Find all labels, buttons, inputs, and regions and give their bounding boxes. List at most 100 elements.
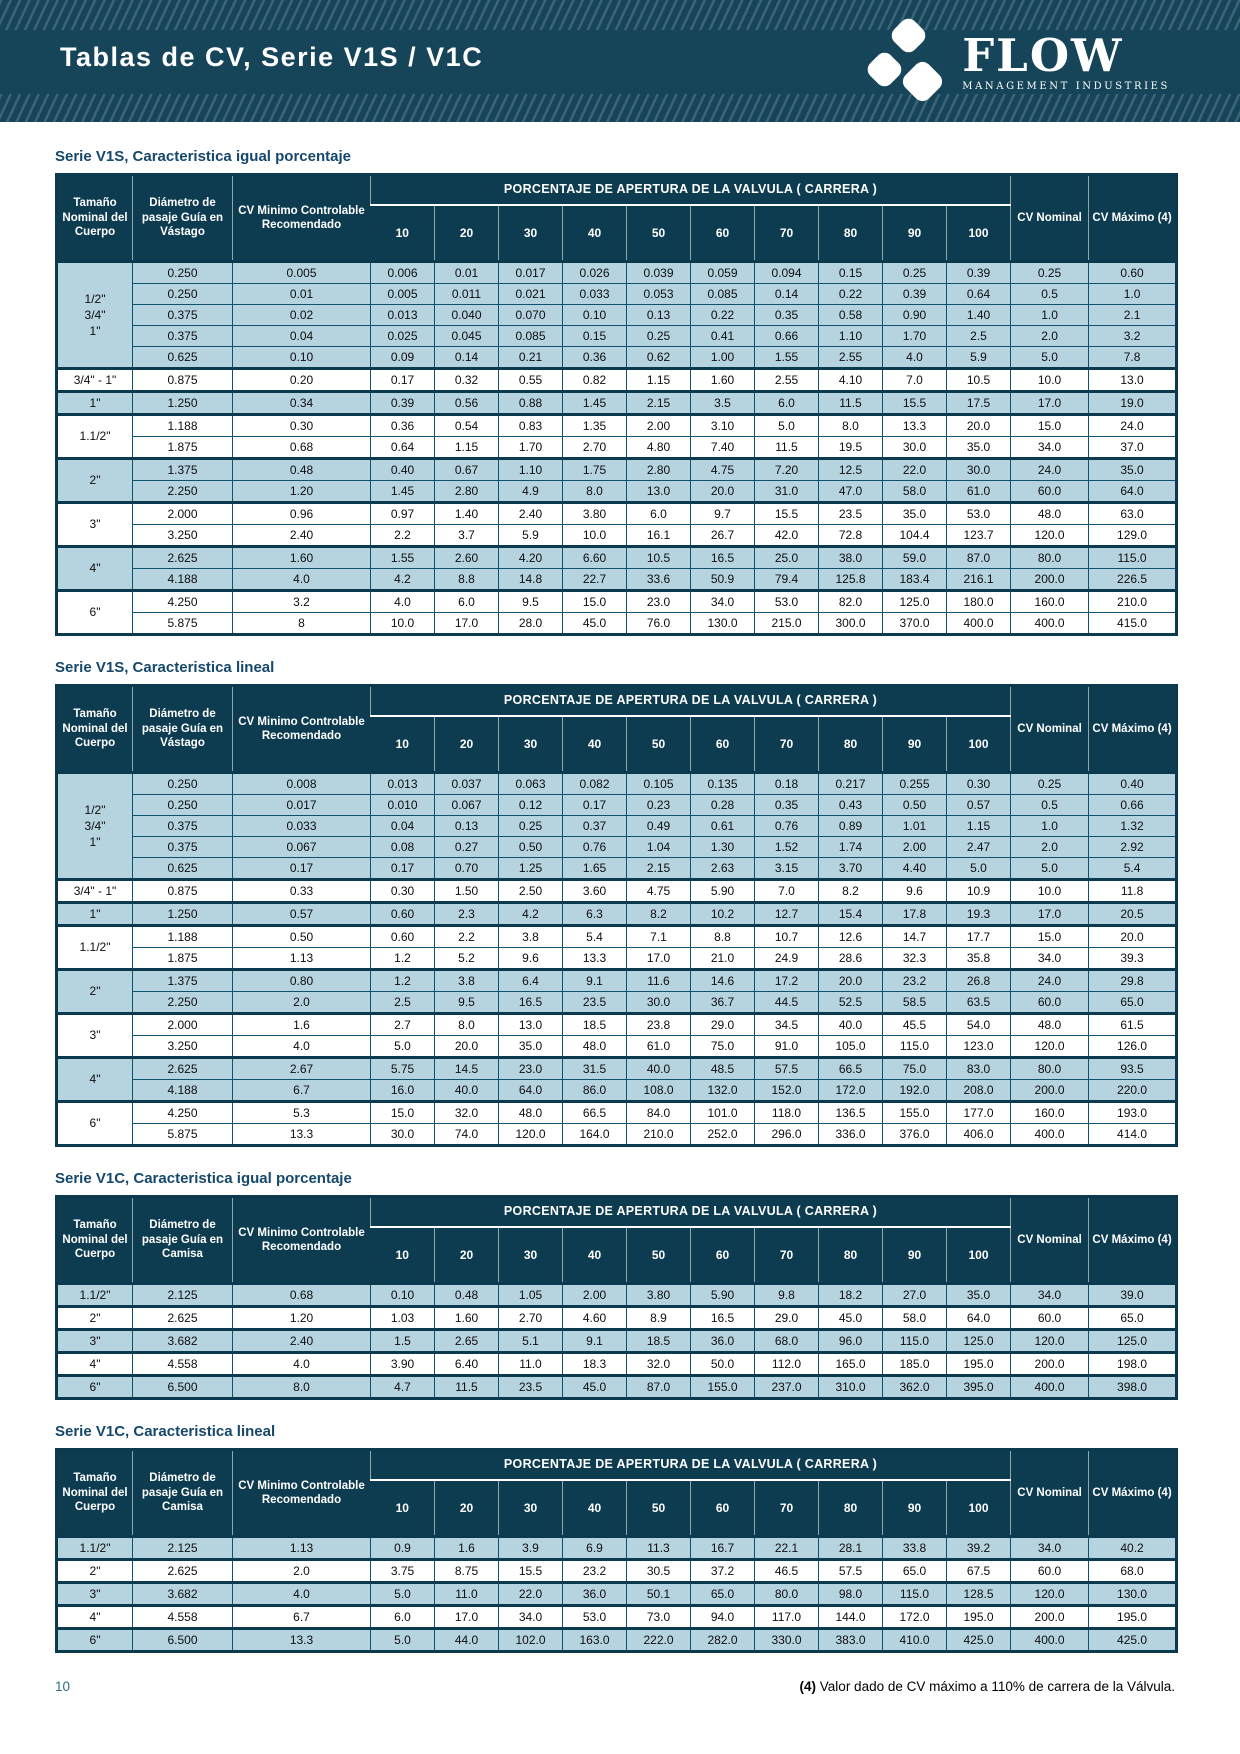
value-cell: 0.375: [132, 836, 233, 858]
value-cell: 2.0: [1010, 836, 1090, 858]
table-row: 4" 4.558 6.7 6.0 17.0 34.0 53.0 73.0 94.0 117.0 14…: [56, 1604, 1178, 1629]
value-cell: 5.0: [1010, 346, 1090, 369]
table-row: 1.1/2" 2.125 0.68 0.10 0.48 1.05 2.00 3.80 5.90 9…: [56, 1282, 1178, 1307]
value-cell: 8.9: [626, 1305, 691, 1330]
value-cell: 24.0: [1010, 968, 1090, 992]
value-cell: 9.6: [498, 947, 563, 970]
col-header-percent-20: 20: [434, 1227, 499, 1284]
value-cell: 208.0: [945, 1079, 1012, 1102]
col-header-cv-min: CV Minimo Controlable Recomendado: [232, 685, 371, 773]
value-cell: 59.0: [882, 545, 947, 569]
value-cell: 0.40: [1088, 771, 1178, 795]
value-cell: 123.7: [945, 524, 1012, 547]
value-cell: 1.5: [370, 1328, 435, 1353]
value-cell: 0.39: [945, 260, 1012, 284]
size-cell: 2": [56, 1305, 133, 1330]
value-cell: 39.2: [945, 1535, 1012, 1560]
value-cell: 11.5: [754, 436, 819, 459]
value-cell: 2.80: [626, 457, 691, 481]
value-cell: 50.0: [690, 1351, 755, 1376]
value-cell: 0.40: [370, 457, 435, 481]
value-cell: 180.0: [945, 589, 1012, 613]
value-cell: 120.0: [1010, 524, 1090, 547]
value-cell: 60.0: [1010, 1305, 1090, 1330]
stripe-pattern-bottom: [0, 94, 1240, 122]
value-cell: 10.0: [562, 524, 627, 547]
value-cell: 195.0: [945, 1351, 1012, 1376]
value-cell: 0.033: [562, 283, 627, 305]
col-header-percent-10: 10: [370, 716, 435, 773]
size-cell: 1/2" 3/4" 1": [56, 260, 133, 369]
value-cell: 101.0: [690, 1100, 755, 1124]
value-cell: 7.20: [754, 457, 819, 481]
value-cell: 0.105: [626, 771, 691, 795]
value-cell: 13.0: [498, 1012, 563, 1036]
size-cell: 1.1/2": [56, 924, 133, 970]
col-header-cv-nominal: CV Nominal: [1010, 1449, 1089, 1537]
value-cell: 14.7: [882, 924, 947, 948]
table-row: 3.250 4.0 5.0 20.0 35.0 48.0 61.0 75.0 91.0 105.0…: [57, 1035, 1178, 1058]
table-row: 3/4" - 1" 0.875 0.33 0.30 1.50 2.50 3.60 4.75 5.…: [56, 878, 1178, 903]
value-cell: 23.5: [562, 991, 627, 1014]
value-cell: 33.8: [882, 1535, 947, 1560]
value-cell: 115.0: [882, 1581, 947, 1606]
value-cell: 45.0: [562, 612, 627, 635]
value-cell: 1.75: [562, 457, 627, 481]
value-cell: 215.0: [754, 612, 819, 635]
col-header-percent-50: 50: [626, 1480, 691, 1537]
value-cell: 163.0: [562, 1627, 627, 1652]
value-cell: 10.9: [945, 878, 1012, 903]
value-cell: 5.0: [370, 1581, 435, 1606]
value-cell: 2.125: [132, 1535, 233, 1560]
value-cell: 0.026: [562, 260, 627, 284]
value-cell: 4.80: [626, 436, 691, 459]
value-cell: 29.8: [1088, 968, 1178, 992]
size-cell: 2": [56, 1558, 133, 1583]
value-cell: 3.80: [562, 501, 627, 525]
value-cell: 2.67: [232, 1056, 371, 1080]
value-cell: 65.0: [1088, 1305, 1178, 1330]
value-cell: 9.5: [434, 991, 499, 1014]
value-cell: 1.40: [434, 501, 499, 525]
value-cell: 125.8: [818, 568, 883, 591]
value-cell: 4.250: [132, 589, 233, 613]
value-cell: 0.02: [232, 304, 371, 326]
value-cell: 53.0: [562, 1604, 627, 1629]
value-cell: 4.9: [498, 480, 563, 503]
value-cell: 0.135: [690, 771, 755, 795]
value-cell: 0.217: [818, 771, 883, 795]
value-cell: 5.75: [370, 1056, 435, 1080]
table-row: 2" 1.375 0.48 0.40 0.67 1.10 1.75 2.80 4.75 7.20 1…: [56, 457, 1178, 503]
value-cell: 24.0: [1088, 413, 1178, 437]
value-cell: 0.067: [434, 794, 499, 816]
value-cell: 155.0: [882, 1100, 947, 1124]
value-cell: 17.7: [945, 924, 1012, 948]
value-cell: 128.5: [945, 1581, 1012, 1606]
value-cell: 0.50: [882, 794, 947, 816]
value-cell: 1.45: [562, 390, 627, 415]
value-cell: 102.0: [498, 1627, 563, 1652]
value-cell: 31.0: [754, 480, 819, 503]
value-cell: 2.65: [434, 1328, 499, 1353]
col-header-percent-10: 10: [370, 205, 435, 262]
size-cell: 3": [56, 501, 133, 547]
value-cell: 5.0: [370, 1035, 435, 1058]
value-cell: 36.0: [690, 1328, 755, 1353]
col-header-percent-100: 100: [945, 205, 1011, 262]
value-cell: 18.2: [818, 1282, 883, 1307]
value-cell: 0.875: [132, 367, 233, 392]
value-cell: 400.0: [1010, 1123, 1090, 1146]
value-cell: 40.0: [434, 1079, 499, 1102]
value-cell: 226.5: [1088, 568, 1178, 591]
value-cell: 1.188: [132, 413, 233, 437]
value-cell: 0.60: [370, 901, 435, 926]
value-cell: 7.40: [690, 436, 755, 459]
value-cell: 0.14: [754, 283, 819, 305]
table-row: 0.375 0.04 0.025 0.045 0.085 0.15 0.25 0.41 0.66…: [57, 325, 1178, 347]
value-cell: 193.0: [1088, 1100, 1178, 1124]
value-cell: 1.70: [498, 436, 563, 459]
value-cell: 400.0: [945, 612, 1012, 635]
value-cell: 0.625: [132, 857, 233, 880]
value-cell: 125.0: [945, 1328, 1012, 1353]
value-cell: 4.188: [132, 1079, 233, 1102]
